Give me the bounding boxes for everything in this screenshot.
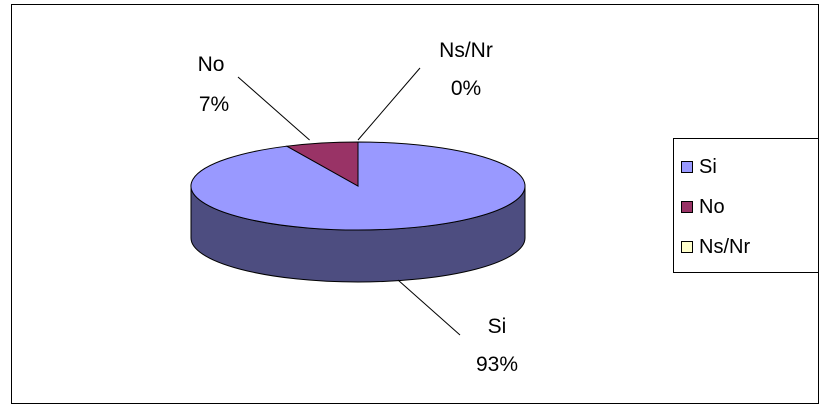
slice-label-no-name: No [198,53,225,76]
legend: Si No Ns/Nr [673,138,819,273]
leader-line-si [397,279,461,336]
legend-item-nsnr: Ns/Nr [681,235,750,259]
legend-swatch-si [681,161,693,173]
legend-item-si: Si [681,155,717,179]
legend-item-no: No [681,195,725,219]
leader-line-no [237,76,310,141]
legend-label-si: Si [699,156,717,178]
legend-label-nsnr: Ns/Nr [699,236,751,258]
slice-label-si-value: 93% [476,353,518,376]
legend-swatch-nsnr [681,241,693,253]
slice-label-nsnr-value: 0% [451,77,481,100]
pie-slice-no [285,141,359,187]
slice-label-nsnr-name: Ns/Nr [439,39,493,62]
leader-line-nsnr [357,67,421,141]
legend-swatch-no [681,201,693,213]
slice-label-no-value: 7% [199,93,229,116]
slice-label-si-name: Si [488,315,507,338]
legend-label-no: No [699,196,725,218]
